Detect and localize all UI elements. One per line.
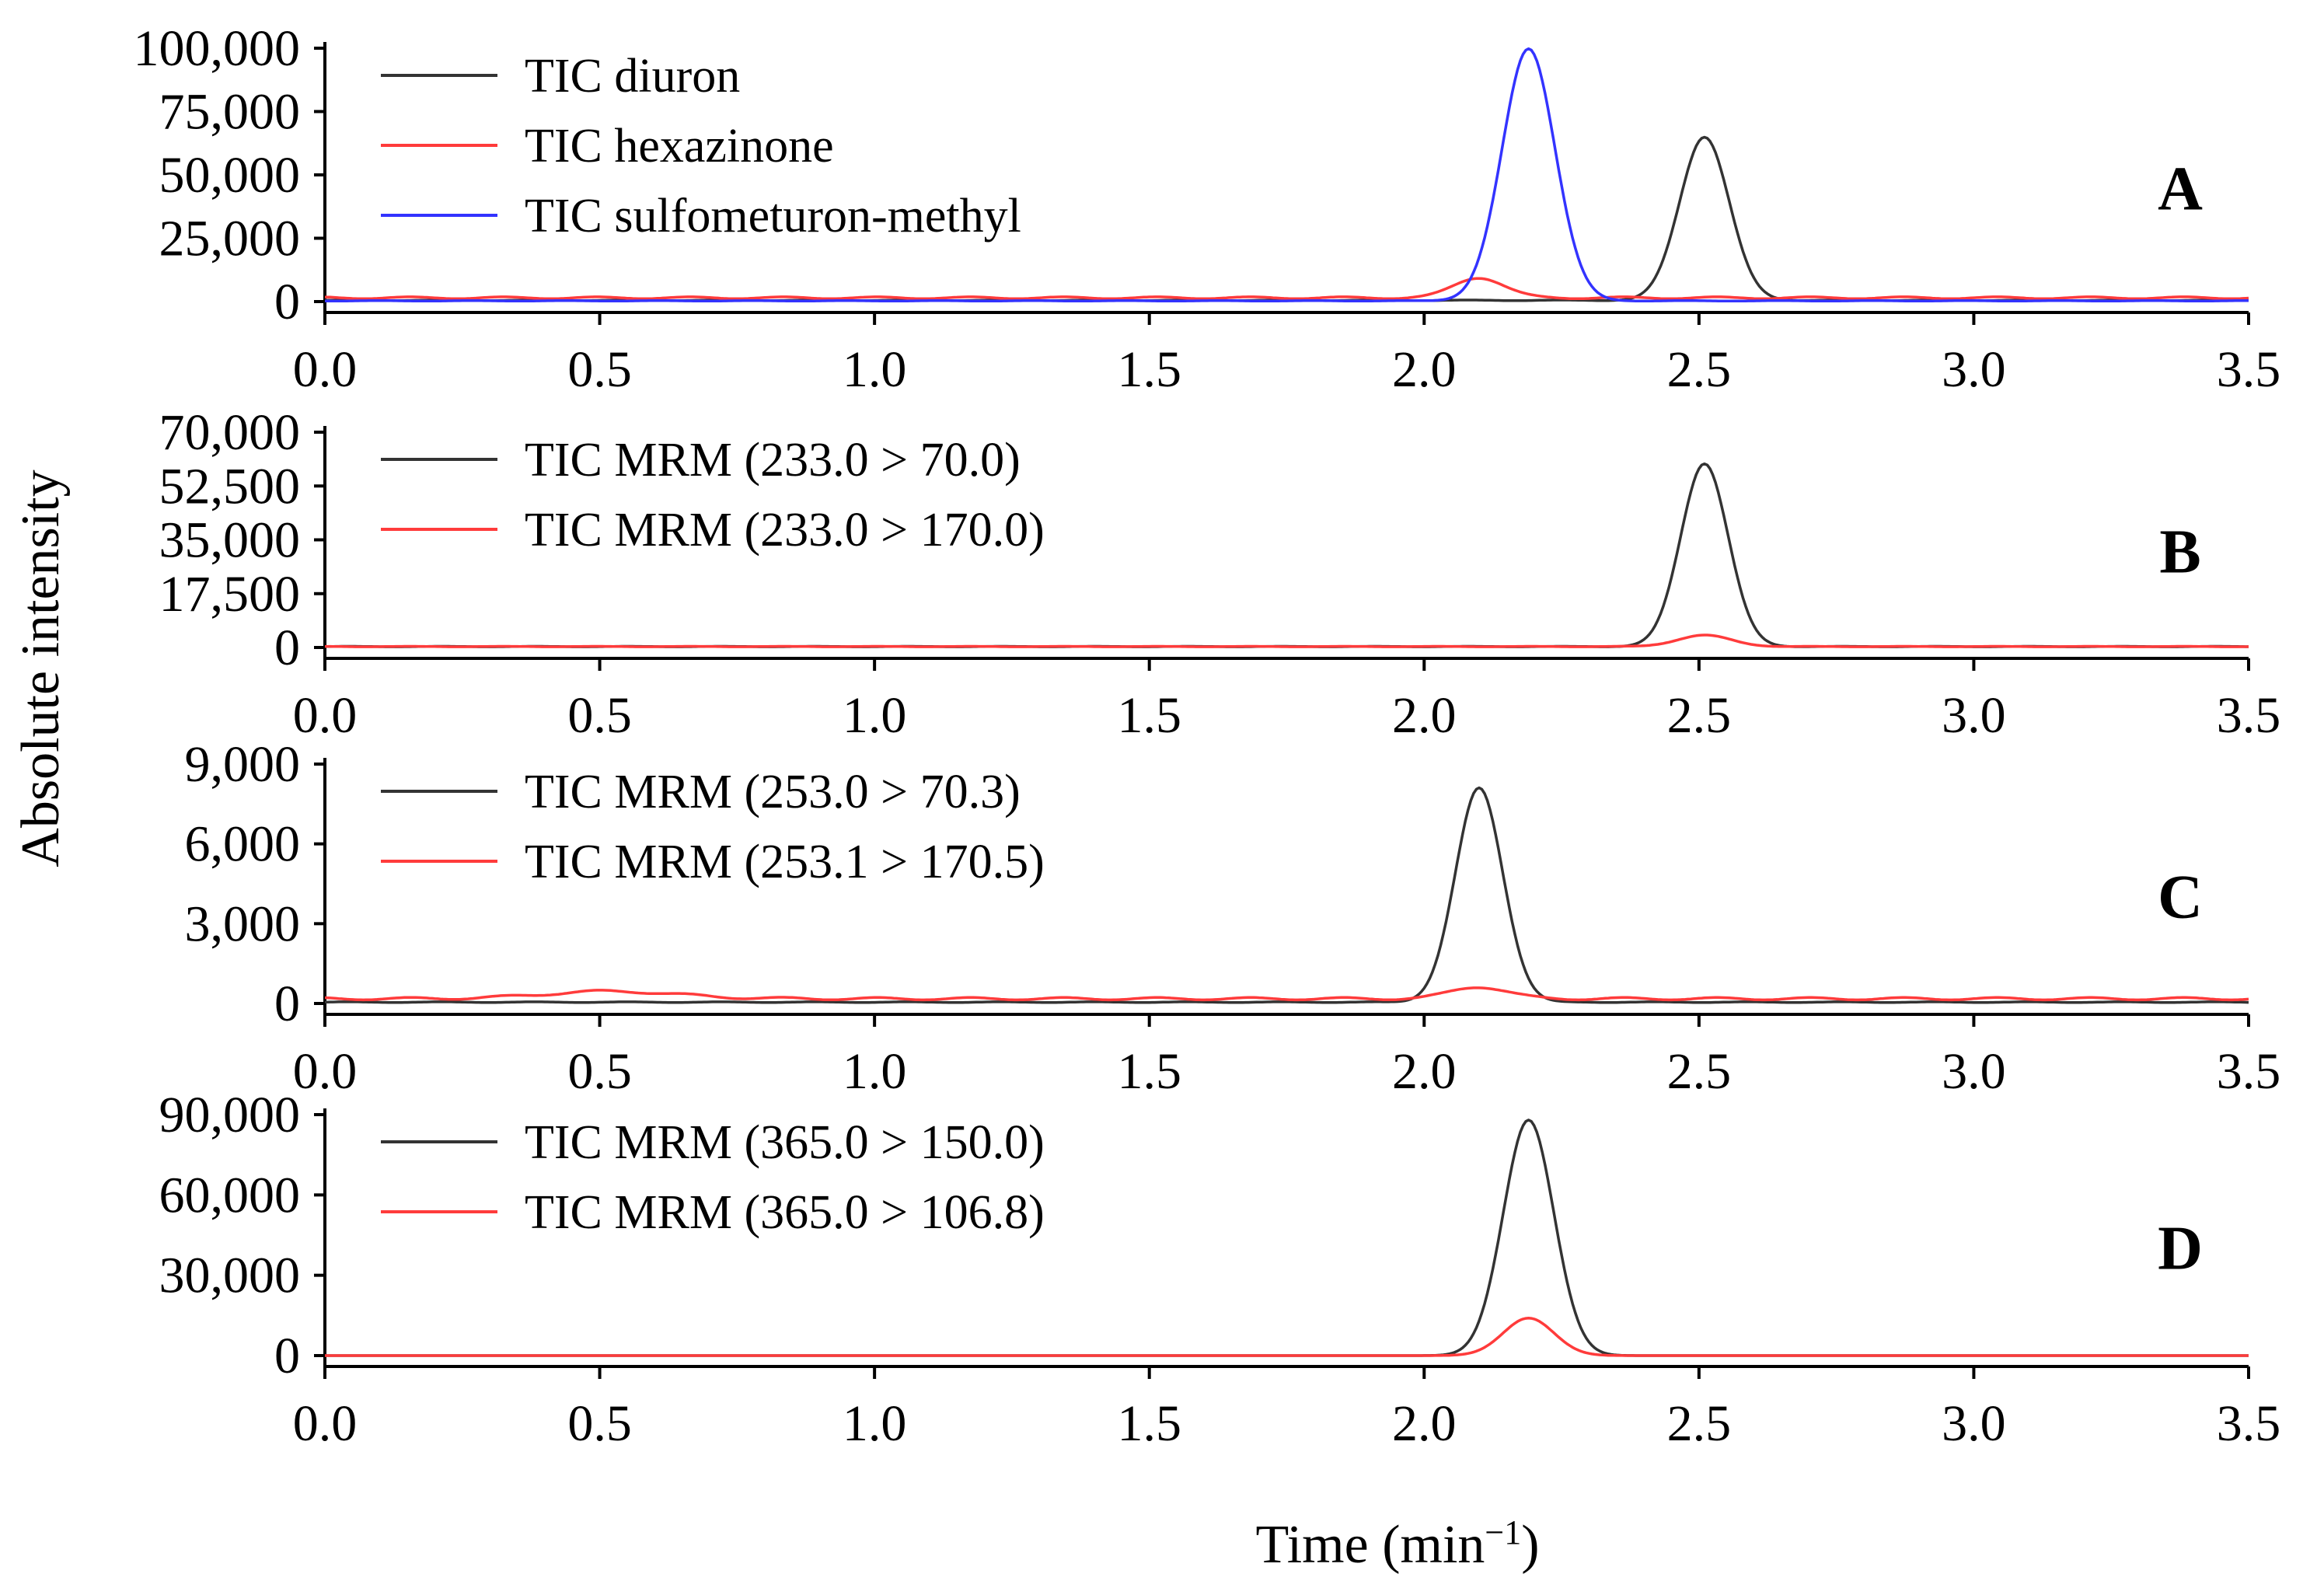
y-tick-label: 35,000 xyxy=(159,512,301,569)
x-tick-label: 1.5 xyxy=(1117,1043,1181,1100)
legend-label: TIC MRM (365.0 > 150.0) xyxy=(525,1116,1045,1169)
y-tick-label: 90,000 xyxy=(159,1087,301,1143)
x-tick-label: 3.0 xyxy=(1942,687,2006,744)
series-line-c-1 xyxy=(324,986,2249,1002)
legend-label: TIC MRM (233.0 > 170.0) xyxy=(525,504,1045,557)
x-tick-label: 1.5 xyxy=(1117,341,1181,398)
x-tick-label: 2.0 xyxy=(1392,341,1457,398)
x-tick-label: 3.5 xyxy=(2217,1395,2281,1452)
x-tick-label: 0.0 xyxy=(293,341,358,398)
x-axis-title-close: ) xyxy=(1521,1515,1539,1575)
y-tick-label: 0 xyxy=(274,1328,300,1384)
x-tick-label: 0.5 xyxy=(567,687,632,744)
x-tick-label: 2.0 xyxy=(1392,1395,1457,1452)
x-tick-label: 0.5 xyxy=(567,1043,632,1100)
x-tick-label: 2.0 xyxy=(1392,1043,1457,1100)
legend-label: TIC MRM (365.0 > 106.8) xyxy=(525,1186,1045,1239)
y-tick-label: 6,000 xyxy=(185,816,301,873)
legend-label: TIC MRM (253.0 > 70.3) xyxy=(525,766,1021,818)
legend-label: TIC diuron xyxy=(525,50,740,103)
x-axis-title-superscript: −1 xyxy=(1485,1513,1521,1551)
x-tick-label: 1.0 xyxy=(843,341,907,398)
x-tick-label: 0.0 xyxy=(293,1395,358,1452)
y-tick-label: 17,500 xyxy=(159,566,301,623)
y-axis-title: Absolute intensity xyxy=(11,469,71,867)
x-tick-label: 0.5 xyxy=(567,1395,632,1452)
panels: 0 25,000 50,000 75,000 100,000 0.0 0.5 1.0 1.5 2.… xyxy=(134,20,2281,1452)
y-tick-label: 52,500 xyxy=(159,458,301,515)
x-tick-label: 2.5 xyxy=(1667,687,1732,744)
x-tick-label: 3.0 xyxy=(1942,1395,2006,1452)
panel-letter: C xyxy=(2158,863,2203,931)
y-tick-label: 25,000 xyxy=(159,211,301,267)
y-tick-label: 0 xyxy=(274,619,300,676)
legend-label: TIC MRM (253.1 > 170.5) xyxy=(525,836,1045,888)
x-tick-label: 2.0 xyxy=(1392,687,1457,744)
series-line-b-1 xyxy=(325,633,2249,648)
series-line-d-1 xyxy=(325,1317,2249,1357)
x-tick-label: 1.0 xyxy=(843,1043,907,1100)
panel-c: 0 3,000 6,000 9,000 0.0 0.5 1.0 1.5 2.0 2.5 3.0 3.5… xyxy=(185,736,2281,1100)
x-tick-label: 2.5 xyxy=(1667,1043,1732,1100)
x-axis-title-main: Time (min xyxy=(1255,1515,1485,1575)
x-tick-label: 3.0 xyxy=(1942,341,2006,398)
panel-letter: A xyxy=(2158,155,2203,223)
panel-letter: D xyxy=(2158,1215,2203,1283)
y-tick-label: 9,000 xyxy=(185,736,301,793)
y-tick-label: 50,000 xyxy=(159,147,301,204)
panel-a: 0 25,000 50,000 75,000 100,000 0.0 0.5 1.0 1.5 2.… xyxy=(134,20,2281,398)
series-line-a-1 xyxy=(324,277,2249,301)
x-tick-label: 3.0 xyxy=(1942,1043,2006,1100)
x-tick-label: 0.0 xyxy=(293,687,358,744)
series-line-a-2 xyxy=(324,47,2249,303)
x-tick-label: 1.0 xyxy=(843,1395,907,1452)
x-tick-label: 3.5 xyxy=(2217,1043,2281,1100)
y-tick-label: 60,000 xyxy=(159,1167,301,1223)
x-tick-label: 2.5 xyxy=(1667,341,1732,398)
x-tick-label: 1.0 xyxy=(843,687,907,744)
y-tick-label: 0 xyxy=(274,274,300,330)
legend-label: TIC sulfometuron-methyl xyxy=(525,190,1021,243)
x-tick-label: 1.5 xyxy=(1117,687,1181,744)
panel-letter: B xyxy=(2159,518,2200,586)
x-tick-label: 3.5 xyxy=(2217,341,2281,398)
legend-label: TIC MRM (233.0 > 70.0) xyxy=(525,434,1021,487)
y-tick-label: 70,000 xyxy=(159,404,301,461)
panel-d: 0 30,000 60,000 90,000 0.0 0.5 1.0 1.5 2.0 2.5 3.0… xyxy=(159,1087,2281,1452)
x-tick-label: 1.5 xyxy=(1117,1395,1181,1452)
legend-label: TIC hexazinone xyxy=(525,120,834,173)
series-line-c-0 xyxy=(324,786,2249,1004)
x-tick-label: 0.5 xyxy=(567,341,632,398)
y-tick-label: 0 xyxy=(274,975,300,1032)
y-tick-label: 30,000 xyxy=(159,1248,301,1304)
x-tick-label: 2.5 xyxy=(1667,1395,1732,1452)
x-tick-label: 0.0 xyxy=(293,1043,358,1100)
y-tick-label: 100,000 xyxy=(134,20,301,77)
x-axis-title: Time (min−1) xyxy=(1255,1513,1539,1576)
x-tick-label: 3.5 xyxy=(2217,687,2281,744)
y-tick-label: 75,000 xyxy=(159,84,301,141)
y-tick-label: 3,000 xyxy=(185,895,301,952)
